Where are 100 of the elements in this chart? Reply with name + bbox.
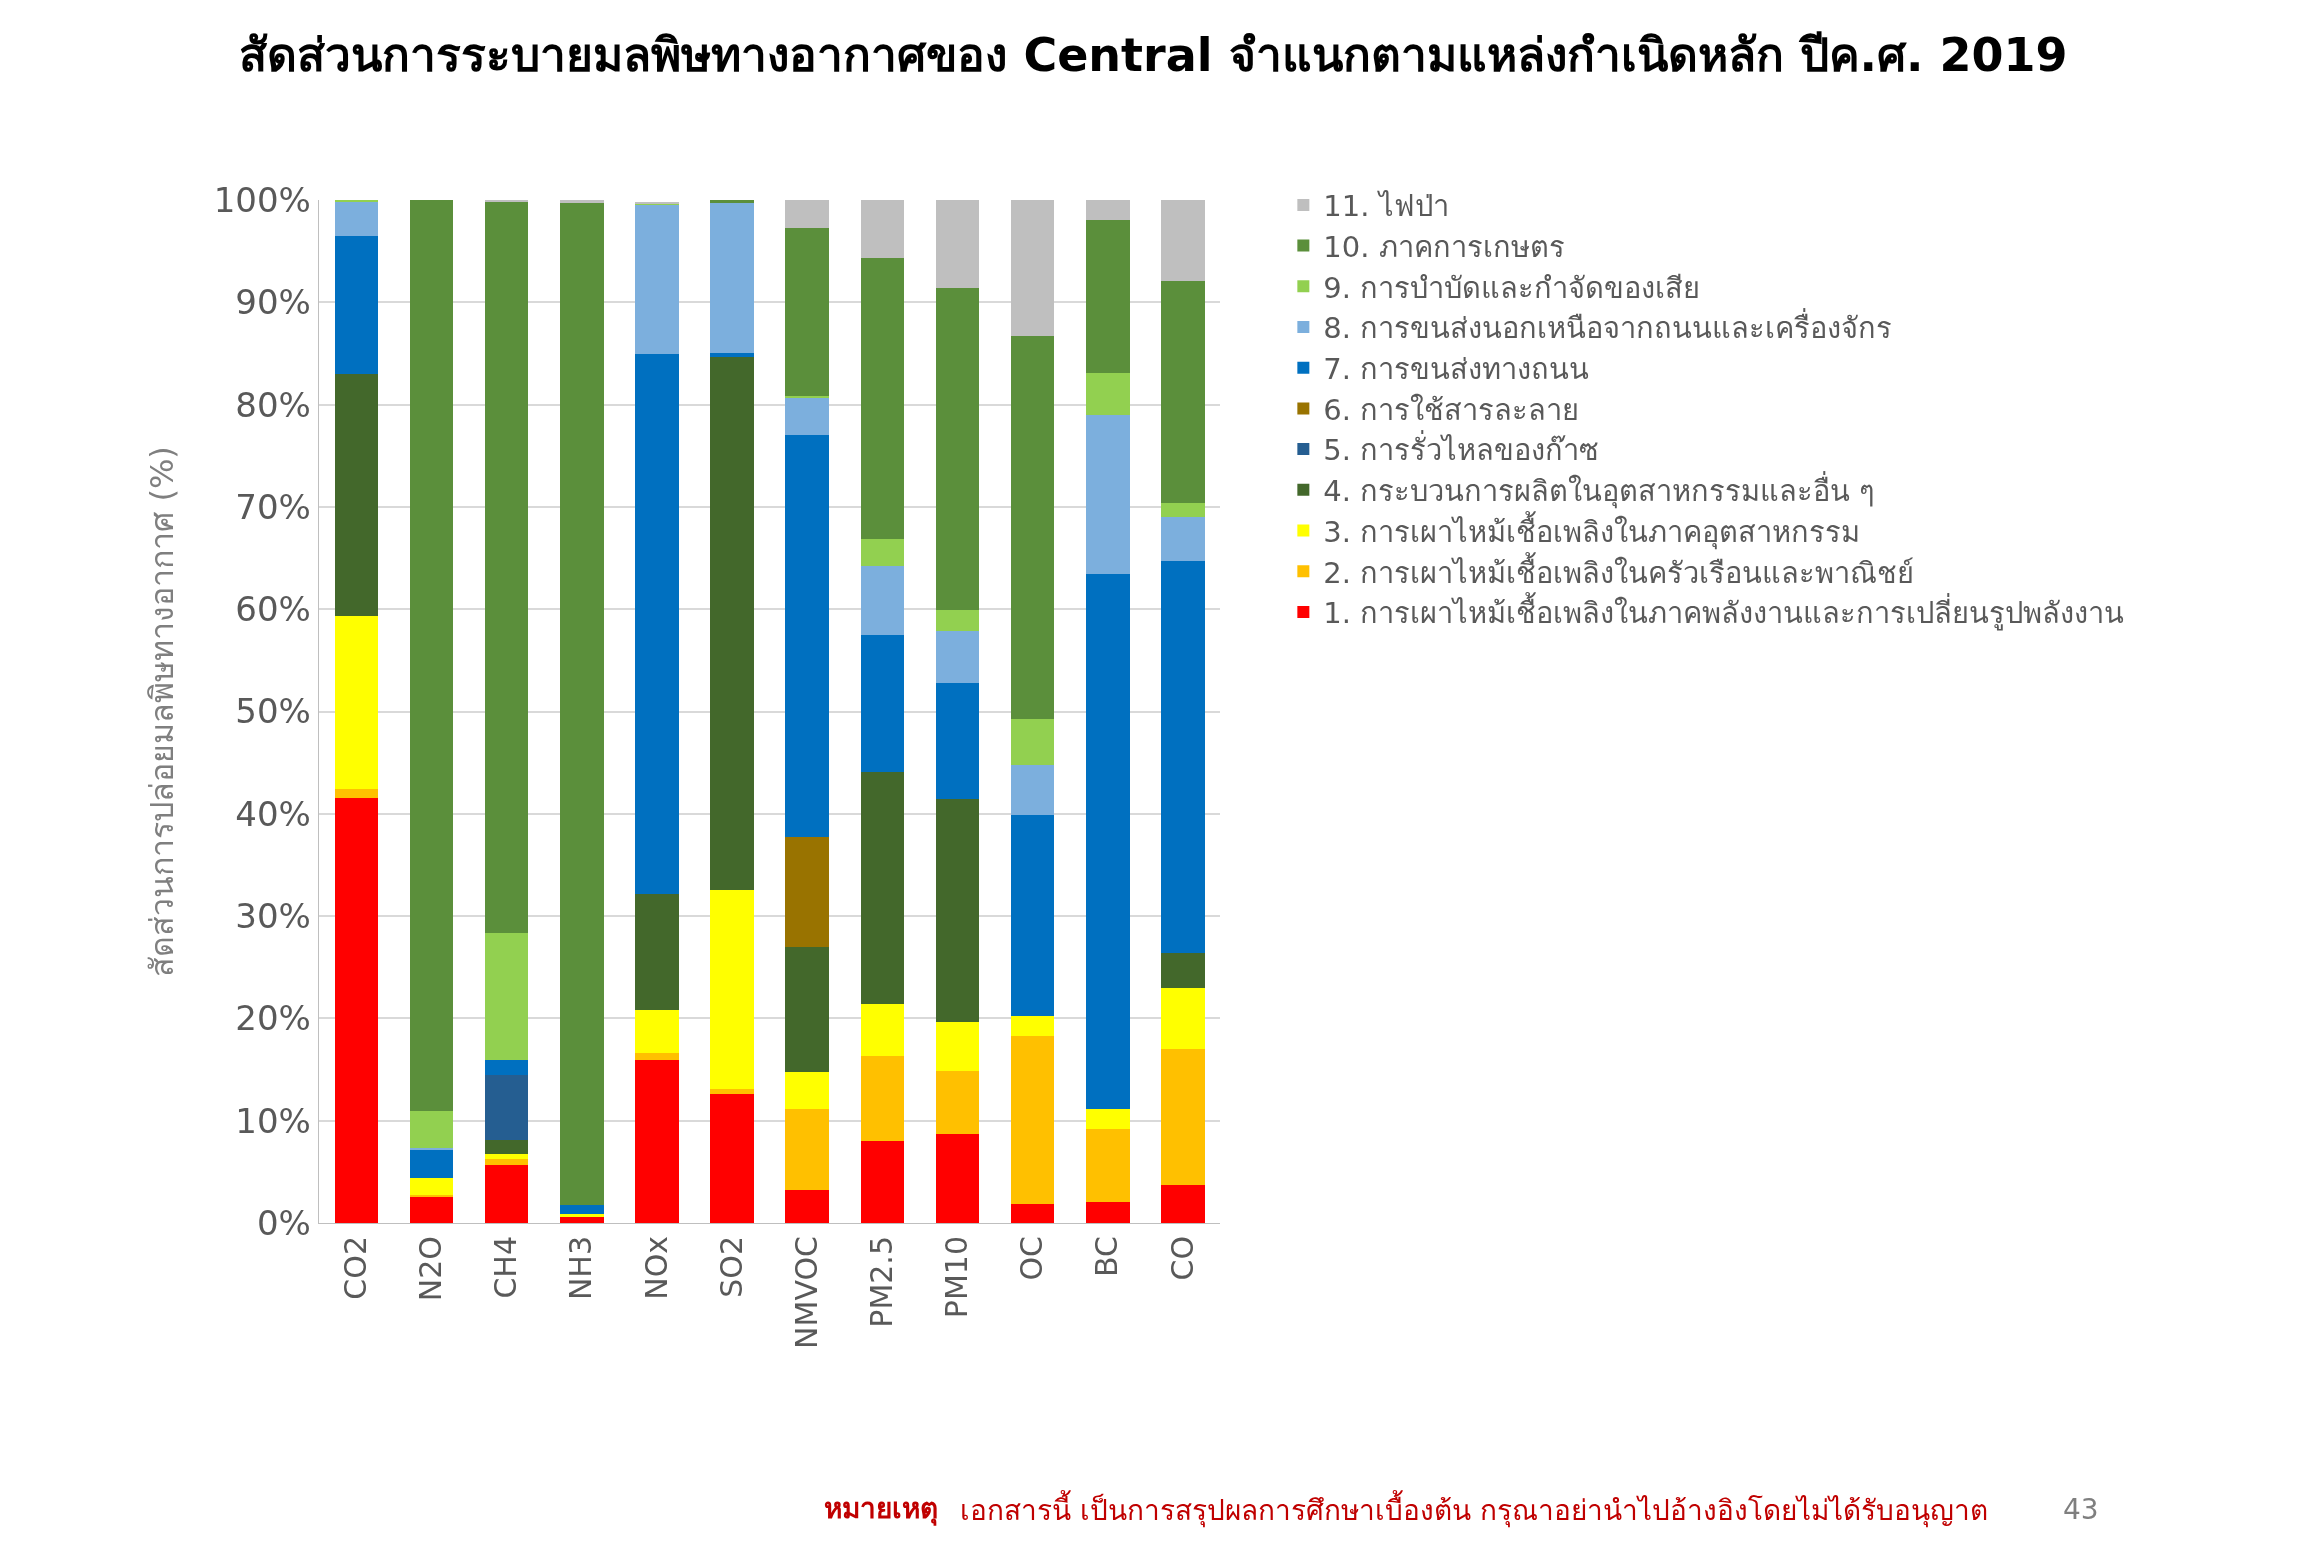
bar xyxy=(860,200,905,259)
bar xyxy=(1085,1128,1130,1202)
y-tick-label: 100% xyxy=(213,179,311,220)
x-tick-label: NOx xyxy=(638,1236,674,1300)
bar xyxy=(1161,561,1205,953)
bar xyxy=(1010,1035,1055,1204)
bar xyxy=(1085,1201,1130,1223)
bar xyxy=(559,203,604,1205)
bar xyxy=(935,1070,980,1134)
bar xyxy=(785,946,829,1072)
bar xyxy=(785,396,829,399)
bar xyxy=(484,1158,529,1165)
x-tick-label: CO2 xyxy=(338,1236,374,1300)
bar xyxy=(860,771,905,1005)
y-tick-label: 20% xyxy=(235,998,311,1039)
bar xyxy=(935,799,980,1023)
x-tick-label: BC xyxy=(1089,1236,1125,1278)
bar xyxy=(559,200,604,204)
bar xyxy=(710,353,754,357)
bar xyxy=(785,1190,829,1223)
bar xyxy=(1161,987,1205,1050)
bar xyxy=(710,200,754,204)
bar xyxy=(710,889,754,1089)
bar xyxy=(484,1060,529,1075)
bar xyxy=(785,435,829,838)
bar xyxy=(1085,200,1130,221)
bar xyxy=(935,200,980,288)
x-tick-label: CH4 xyxy=(488,1236,524,1299)
y-tick-label: 0% xyxy=(256,1202,311,1243)
y-axis-title: สัดส่วนการปล่อยมลพิษทางอากาศ (%) xyxy=(143,446,182,977)
bar xyxy=(484,200,529,203)
legend-label: 9. การบำบัดและกำจัดของเสีย xyxy=(1323,270,1701,305)
bar xyxy=(1010,1016,1055,1036)
bar xyxy=(635,1060,679,1223)
bar xyxy=(785,227,829,397)
bar xyxy=(334,616,379,790)
bar xyxy=(635,354,679,894)
legend-label: 10. ภาคการเกษตร xyxy=(1323,229,1565,264)
bar xyxy=(935,1022,980,1071)
bar xyxy=(785,1109,829,1191)
bar xyxy=(334,202,379,236)
bar xyxy=(785,1071,829,1110)
bar xyxy=(860,1141,905,1223)
bar xyxy=(334,798,379,1223)
x-tick-label: SO2 xyxy=(713,1236,749,1298)
chart-title: สัดส่วนการระบายมลพิษทางอากาศของ Central จำแนกตามแหล่งกำเนิดหลัก ปีค.ศ. 2019 xyxy=(239,28,2068,83)
bar xyxy=(334,789,379,799)
bar xyxy=(1161,952,1205,988)
bar xyxy=(635,205,679,355)
legend-label: 3. การเผาไหม้เชื้อเพลิงในภาคอุตสาหกรรม xyxy=(1323,510,1861,550)
bar xyxy=(1161,1049,1205,1186)
bar xyxy=(484,933,529,1061)
x-tick-label: CO xyxy=(1164,1236,1200,1281)
legend-label: 6. การใช้สารละลาย xyxy=(1323,392,1580,427)
bar xyxy=(710,1094,754,1223)
bar xyxy=(1010,718,1055,765)
bar xyxy=(1085,372,1130,415)
legend-label: 4. กระบวนการผลิตในอุตสาหกรรมและอื่น ๆ xyxy=(1323,471,1876,510)
bar xyxy=(860,634,905,772)
bar xyxy=(1010,764,1055,815)
bar xyxy=(484,1140,529,1155)
x-tick-label: OC xyxy=(1014,1236,1050,1281)
text: เอกสารนี้ เป็นการสรุปผลการศึกษาเบื้องต้น กรุณาอย่านำไปอ้างอิงโดยไม่ได้รับอนุญาต xyxy=(960,1490,1988,1528)
legend-label: 5. การรั่วไหลของก๊าซ xyxy=(1323,430,1600,468)
bar xyxy=(484,1154,529,1159)
legend-label: 8. การขนส่งนอกเหนือจากถนนและเครื่องจักร xyxy=(1323,308,1893,346)
y-tick-label: 10% xyxy=(235,1100,311,1141)
bar xyxy=(785,200,829,228)
bar xyxy=(334,235,379,374)
bar xyxy=(860,1056,905,1142)
bar xyxy=(484,1164,529,1223)
bar xyxy=(484,202,529,934)
y-tick-label: 60% xyxy=(235,589,311,630)
legend-label: 1. การเผาไหม้เชื้อเพลิงในภาคพลังงานและการเปลี่ยนรูปพลังงาน xyxy=(1323,592,2125,632)
bar xyxy=(860,538,905,567)
bar xyxy=(860,258,905,539)
legend-label: 7. การขนส่งทางถนน xyxy=(1323,352,1590,386)
y-tick-label: 50% xyxy=(235,691,311,732)
bar xyxy=(1161,502,1205,518)
bar xyxy=(1010,336,1055,719)
x-tick-label: PM10 xyxy=(939,1236,975,1319)
bar xyxy=(635,1053,679,1061)
bar xyxy=(1161,517,1205,562)
bar xyxy=(710,1088,754,1095)
bar xyxy=(1161,200,1205,281)
bar xyxy=(935,287,980,611)
text: 43 xyxy=(2063,1493,2099,1526)
legend-label: 11. ไฟป่า xyxy=(1323,189,1449,224)
bar xyxy=(1010,1203,1055,1223)
x-tick-label: PM2.5 xyxy=(864,1236,900,1328)
bar xyxy=(785,398,829,436)
bar xyxy=(1161,280,1205,503)
bar xyxy=(635,1010,679,1054)
bar xyxy=(710,356,754,890)
y-tick-label: 80% xyxy=(235,384,311,425)
bar xyxy=(1010,200,1055,337)
bar xyxy=(860,1004,905,1057)
bar xyxy=(559,1216,604,1223)
bar xyxy=(1085,1109,1130,1129)
bar xyxy=(409,1195,454,1198)
